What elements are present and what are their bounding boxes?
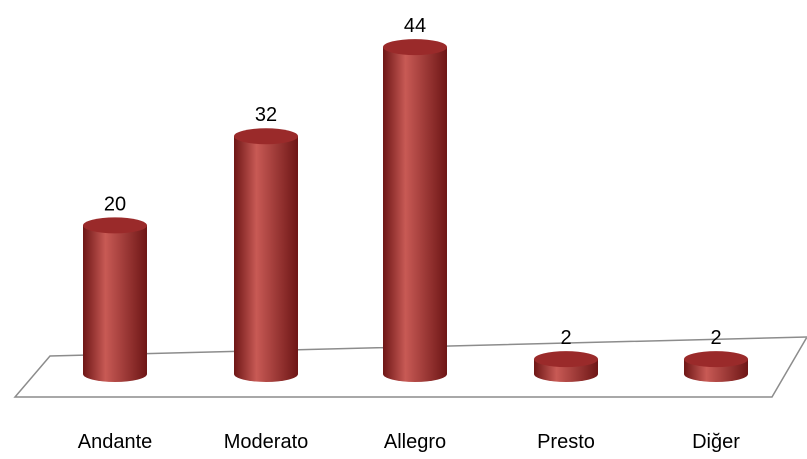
x-tick-label-diğer: Diğer (692, 431, 740, 453)
data-label-allegro: 44 (404, 15, 426, 37)
chart-floor (13, 336, 807, 398)
data-label-presto: 2 (560, 327, 571, 349)
bar-top (534, 351, 598, 368)
bar-diğer (684, 351, 748, 382)
x-tick-label-moderato: Moderato (224, 431, 309, 453)
bar-allegro (383, 39, 447, 382)
bar-top (234, 128, 298, 145)
bar-body (234, 136, 298, 382)
bar-body (383, 47, 447, 382)
bar-top (83, 217, 147, 234)
bar-moderato (234, 128, 298, 382)
bar-presto (534, 351, 598, 382)
x-tick-label-presto: Presto (537, 431, 595, 453)
bar-andante (83, 217, 147, 382)
bar-body (83, 225, 147, 382)
x-tick-label-allegro: Allegro (384, 431, 446, 453)
bar-top (383, 39, 447, 56)
data-label-moderato: 32 (255, 104, 277, 126)
x-tick-label-andante: Andante (78, 431, 153, 453)
bar-top (684, 351, 748, 368)
data-label-andante: 20 (104, 193, 126, 215)
data-label-diğer: 2 (710, 327, 721, 349)
